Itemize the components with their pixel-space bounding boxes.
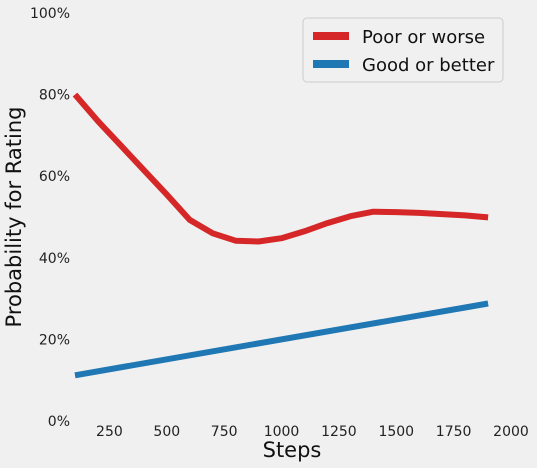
- y-tick-label: 0%: [48, 414, 70, 430]
- x-tick-label: 2000: [493, 424, 529, 440]
- y-axis-ticks: 0% 20% 40% 60% 80% 100%: [30, 6, 70, 430]
- legend-label-good-or-better: Good or better: [362, 55, 495, 76]
- x-tick-label: 1750: [436, 424, 472, 440]
- legend-label-poor-or-worse: Poor or worse: [362, 27, 485, 48]
- y-tick-label: 60%: [39, 169, 70, 185]
- x-axis-title: Steps: [263, 438, 322, 462]
- series-lines: [72, 92, 489, 379]
- legend: Poor or worse Good or better: [302, 17, 504, 83]
- x-tick-label: 1250: [321, 424, 357, 440]
- y-tick-label: 100%: [30, 6, 70, 22]
- series-line-good-or-better: [74, 300, 489, 379]
- series-line-poor-or-worse: [72, 92, 489, 245]
- y-tick-label: 80%: [39, 88, 70, 104]
- x-tick-label: 1000: [264, 424, 300, 440]
- legend-box: [302, 17, 504, 83]
- y-tick-label: 40%: [39, 251, 70, 267]
- x-axis-ticks: 250 500 750 1000 1250 1500 1750 2000: [96, 424, 529, 440]
- y-axis-title: Probability for Rating: [2, 107, 26, 328]
- x-tick-label: 500: [153, 424, 180, 440]
- y-tick-label: 20%: [39, 332, 70, 348]
- x-tick-label: 750: [211, 424, 238, 440]
- x-tick-label: 250: [96, 424, 123, 440]
- x-tick-label: 1500: [378, 424, 414, 440]
